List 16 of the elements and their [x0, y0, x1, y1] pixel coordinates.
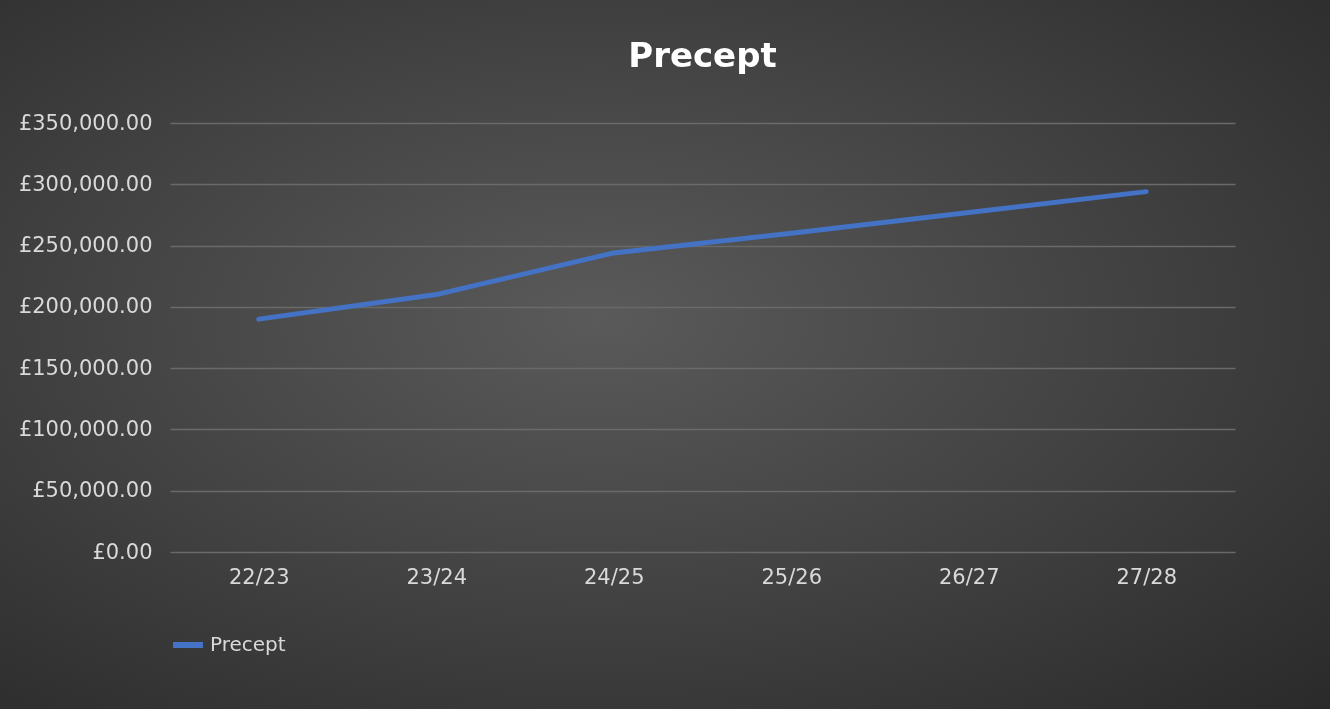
y-tick-label: £100,000.00 [18, 416, 153, 441]
y-tick-label: £250,000.00 [18, 233, 153, 258]
x-tick-label: 27/28 [1116, 564, 1178, 589]
legend-label: Precept [210, 632, 286, 656]
y-tick-label: £50,000.00 [32, 478, 153, 503]
x-tick-label: 25/26 [761, 564, 823, 589]
x-tick-label: 23/24 [406, 564, 468, 589]
y-tick-label: £150,000.00 [18, 355, 153, 380]
y-tick-label: £200,000.00 [18, 294, 153, 319]
x-tick-label: 26/27 [938, 564, 1000, 589]
y-tick-label: £350,000.00 [18, 110, 153, 135]
y-tick-label: £0.00 [92, 539, 153, 564]
x-tick-label: 24/25 [583, 564, 645, 589]
chart-title: Precept [628, 35, 777, 75]
x-tick-label: 22/23 [228, 564, 290, 589]
y-tick-label: £300,000.00 [18, 171, 153, 196]
